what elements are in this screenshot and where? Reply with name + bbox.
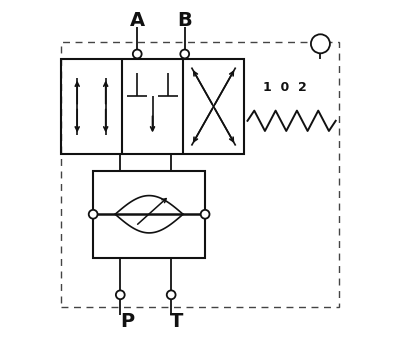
Circle shape — [89, 210, 98, 219]
Text: P: P — [120, 313, 134, 331]
Text: T: T — [170, 313, 183, 331]
Circle shape — [180, 50, 189, 58]
Circle shape — [201, 210, 210, 219]
Text: 1  0  2: 1 0 2 — [263, 81, 307, 94]
Circle shape — [116, 290, 125, 299]
Circle shape — [167, 290, 176, 299]
Text: B: B — [177, 11, 192, 29]
Circle shape — [311, 34, 330, 53]
Text: A: A — [130, 11, 145, 29]
Circle shape — [133, 50, 142, 58]
